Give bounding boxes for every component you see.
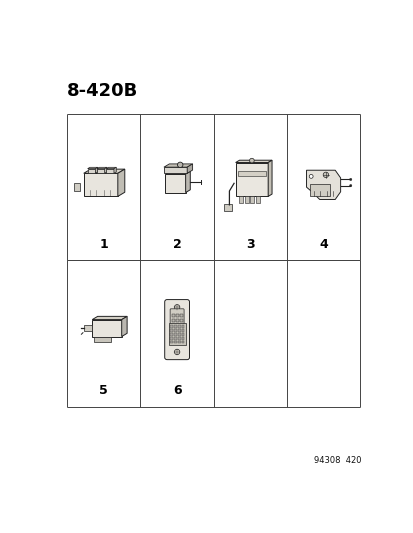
Circle shape	[249, 158, 254, 163]
Polygon shape	[165, 171, 190, 174]
Bar	[173, 325, 176, 328]
Bar	[181, 333, 184, 336]
Bar	[170, 341, 172, 343]
Polygon shape	[106, 167, 116, 168]
Bar	[173, 329, 176, 332]
Bar	[180, 319, 183, 322]
Polygon shape	[74, 183, 80, 191]
Polygon shape	[268, 160, 271, 196]
Bar	[180, 314, 183, 317]
Bar	[176, 314, 178, 317]
Bar	[181, 337, 184, 340]
Polygon shape	[104, 167, 107, 173]
Circle shape	[349, 179, 351, 181]
Circle shape	[309, 174, 312, 179]
Polygon shape	[106, 168, 114, 173]
Polygon shape	[121, 317, 127, 336]
Bar	[250, 196, 254, 203]
Text: 4: 4	[318, 238, 327, 251]
Polygon shape	[185, 171, 190, 192]
Bar	[178, 341, 180, 343]
Polygon shape	[95, 167, 97, 173]
Bar	[168, 324, 185, 345]
Polygon shape	[165, 174, 185, 192]
Text: 2: 2	[172, 238, 181, 251]
Bar	[178, 325, 180, 328]
Bar	[178, 333, 180, 336]
Bar	[170, 337, 172, 340]
Bar	[173, 341, 176, 343]
Bar	[309, 184, 329, 196]
Bar	[181, 325, 184, 328]
Polygon shape	[235, 160, 271, 163]
Polygon shape	[187, 164, 192, 173]
Bar	[173, 333, 176, 336]
Polygon shape	[114, 167, 116, 173]
Polygon shape	[164, 167, 187, 173]
Polygon shape	[118, 169, 124, 196]
Text: 6: 6	[172, 384, 181, 398]
Polygon shape	[164, 164, 192, 167]
Bar	[223, 204, 231, 211]
Bar	[173, 337, 176, 340]
Polygon shape	[235, 163, 268, 196]
Bar	[172, 314, 175, 317]
Bar	[181, 341, 184, 343]
Bar	[170, 325, 172, 328]
Circle shape	[177, 162, 183, 167]
Bar	[178, 337, 180, 340]
Bar	[239, 196, 243, 203]
Polygon shape	[306, 170, 340, 199]
Text: 5: 5	[99, 384, 108, 398]
Bar	[176, 319, 178, 322]
Text: 8-420B: 8-420B	[67, 82, 138, 100]
Polygon shape	[88, 167, 97, 168]
Text: 1: 1	[99, 238, 108, 251]
Polygon shape	[88, 168, 95, 173]
FancyBboxPatch shape	[164, 300, 189, 360]
Text: 94308  420: 94308 420	[313, 456, 361, 465]
Bar	[244, 196, 248, 203]
Polygon shape	[97, 167, 107, 168]
Bar	[255, 196, 259, 203]
Bar	[170, 333, 172, 336]
Circle shape	[323, 172, 328, 177]
Circle shape	[349, 184, 351, 187]
Bar	[84, 325, 92, 331]
Circle shape	[174, 304, 179, 310]
Bar	[94, 337, 111, 342]
Bar	[178, 329, 180, 332]
Bar	[237, 171, 265, 175]
Bar	[172, 319, 175, 322]
Polygon shape	[83, 169, 124, 173]
Polygon shape	[97, 168, 104, 173]
Bar	[181, 329, 184, 332]
Polygon shape	[92, 320, 121, 336]
Polygon shape	[92, 317, 127, 320]
Polygon shape	[83, 173, 118, 196]
FancyBboxPatch shape	[170, 309, 184, 324]
Bar	[170, 329, 172, 332]
Text: 3: 3	[245, 238, 254, 251]
Circle shape	[174, 349, 179, 354]
